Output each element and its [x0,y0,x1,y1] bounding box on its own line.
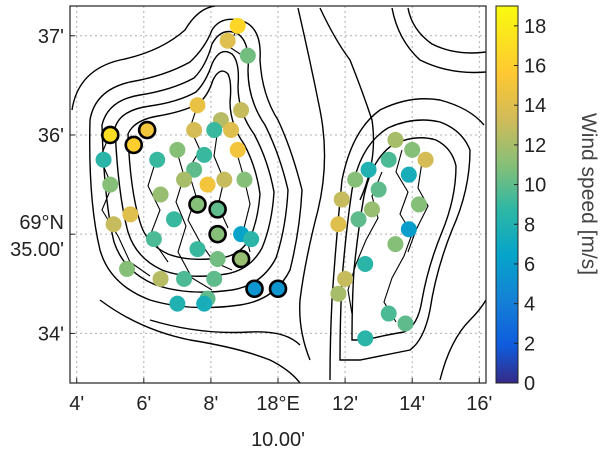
station-marker [169,141,186,158]
station-marker [189,241,206,258]
x-axis-ticks: 4' 6' 8' 18°E 12' 14' 16' [69,378,492,415]
station-marker [400,221,417,238]
station-marker [387,236,404,253]
station-marker-highlighted [100,125,120,145]
station-marker [189,97,206,114]
station-marker [239,47,256,64]
station-marker [337,270,354,287]
station-marker [166,211,182,228]
station-marker [169,295,186,312]
station-marker-highlighted [124,135,144,155]
station-marker [152,270,169,287]
colorbar-tick-label: 18 [524,16,546,38]
station-marker [229,141,246,158]
station-marker [410,196,427,213]
x-axis-sublabel: 10.00' [251,429,305,451]
station-marker [233,102,250,119]
station-marker [122,206,139,223]
colorbar-title: Wind speed [m/s] [577,113,600,275]
station-marker [223,122,240,139]
station-marker [145,231,162,248]
station-marker [152,186,169,203]
station-marker [243,231,260,248]
station-marker [417,151,434,168]
colorbar-tick-label: 14 [524,95,546,117]
station-marker [357,255,374,272]
station-marker [333,191,350,208]
station-marker [350,211,367,228]
station-marker [330,216,347,233]
station-marker [360,161,377,178]
station-marker [387,131,404,148]
station-marker [186,161,203,178]
station-marker-highlighted [188,195,207,214]
station-marker [219,32,236,49]
station-marker [95,151,112,168]
station-marker [119,260,136,277]
x-tick-label: 16' [466,393,492,415]
station-marker-highlighted [137,120,157,140]
colorbar-tick-label: 6 [524,254,535,276]
station-marker [186,122,203,139]
station-marker [363,201,380,218]
x-tick-label: 12' [332,393,358,415]
y-tick-label: 35.00' [10,239,64,261]
station-marker [196,146,213,163]
station-marker [102,176,119,193]
station-marker-highlighted [208,224,227,244]
x-tick-label: 4' [69,393,84,415]
station-marker [236,171,253,188]
station-marker [176,171,193,188]
y-tick-label: 34' [38,323,64,345]
y-axis-ticks: 37' 36' 69°N 35.00' 34' [10,26,75,345]
station-marker [357,330,374,347]
station-marker [330,285,347,302]
station-marker [196,295,213,312]
colorbar-tick-label: 4 [524,294,535,316]
station-marker [209,250,226,267]
colorbar-tick-label: 8 [524,214,535,236]
colorbar-gradient [495,5,519,384]
station-marker [229,17,246,34]
station-marker-highlighted [268,279,288,299]
station-marker [380,151,397,168]
station-marker [397,315,414,332]
station-marker [347,171,364,188]
station-markers [95,17,434,347]
station-marker [400,166,417,183]
station-marker [370,181,387,198]
station-marker [380,305,397,322]
station-marker [206,270,223,287]
station-marker [216,171,233,188]
colorbar-tick-label: 0 [524,373,535,395]
x-tick-label: 6' [136,393,151,415]
station-marker [176,270,193,287]
station-marker-highlighted [231,249,251,269]
colorbar-ticks: 0 2 4 6 8 10 12 14 16 18 [514,16,546,395]
station-marker [149,151,166,168]
colorbar-tick-label: 12 [524,135,546,157]
colorbar-tick-label: 16 [524,56,546,78]
y-tick-prefix: 69°N [19,212,64,234]
x-tick-label: 8' [203,393,218,415]
grid-lines [70,6,486,383]
colorbar-tick-label: 2 [524,333,535,355]
station-marker [206,122,223,139]
station-marker-highlighted [208,200,227,219]
station-marker [404,141,421,158]
station-marker-highlighted [245,279,264,299]
y-tick-label: 36' [38,125,64,147]
colorbar-tick-label: 10 [524,175,546,197]
y-tick-label: 37' [38,26,64,48]
x-tick-label: 14' [399,393,425,415]
station-marker [199,176,216,193]
station-marker [105,216,122,233]
x-tick-label: 18°E [256,393,300,415]
